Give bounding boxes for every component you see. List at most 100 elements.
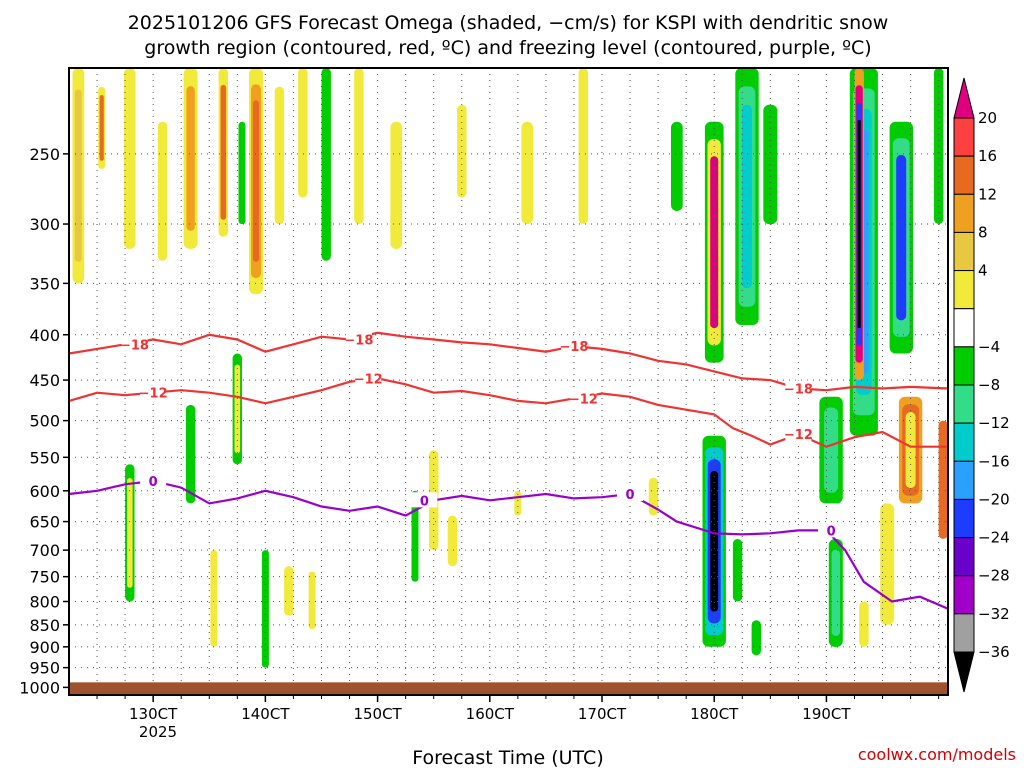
colorbar-bin-2 bbox=[953, 155, 975, 195]
omega-region-9-level-0 bbox=[298, 68, 308, 198]
colorbar-label-8: −16 bbox=[978, 452, 1010, 470]
y-tick-label-700: 700 bbox=[29, 541, 60, 560]
colorbar-bin-11 bbox=[953, 498, 975, 539]
colorbar-bin-3 bbox=[953, 193, 975, 233]
omega-region-8-level-0 bbox=[274, 86, 285, 225]
plot-background bbox=[68, 67, 949, 696]
y-tick-label-750: 750 bbox=[29, 568, 60, 587]
plot-area bbox=[68, 67, 949, 696]
omega-region-5-level-1 bbox=[220, 84, 227, 220]
x-tick-label-130CT: 130CT bbox=[129, 705, 178, 723]
freezing-level-line-label-2: 0 bbox=[626, 488, 635, 503]
minus12-line-label-bg-1 bbox=[355, 370, 382, 386]
omega-region-39-level-0 bbox=[751, 620, 761, 656]
omega-region-11-level-0 bbox=[354, 68, 364, 224]
omega-region-0-level-1 bbox=[74, 89, 82, 262]
omega-region-31-level-0 bbox=[308, 571, 316, 630]
omega-region-15-level-0 bbox=[578, 68, 588, 224]
colorbar-bottom-triangle bbox=[953, 651, 975, 693]
y-tick-label-500: 500 bbox=[29, 412, 60, 431]
omega-region-23-level-2 bbox=[905, 412, 916, 489]
ground-band-fill bbox=[69, 682, 948, 695]
minus12-line-label-2: −12 bbox=[569, 392, 598, 407]
y-tick-label-800: 800 bbox=[29, 593, 60, 612]
minus18-line-label-1: −18 bbox=[344, 334, 373, 349]
colorbar-bin-14 bbox=[953, 613, 975, 653]
omega-region-30-level-0 bbox=[284, 566, 294, 616]
colorbar-label-3: 8 bbox=[978, 223, 988, 241]
colorbar-bin-4 bbox=[953, 231, 975, 272]
freezing-level-line-label-0: 0 bbox=[149, 475, 158, 490]
colorbar-top-triangle bbox=[953, 77, 975, 119]
omega-region-42-level-0 bbox=[859, 601, 869, 647]
minus18-line-label-bg-1 bbox=[345, 331, 372, 347]
colorbar-bin-9 bbox=[953, 422, 975, 462]
colorbar-bin-10 bbox=[953, 460, 975, 500]
y-tick-label-900: 900 bbox=[29, 638, 60, 657]
minus12-line-label-bg-3 bbox=[785, 426, 812, 442]
grid-lines bbox=[69, 68, 948, 695]
omega-region-32-level-0 bbox=[411, 490, 419, 582]
omega-region-13-level-0 bbox=[457, 104, 467, 198]
minus12-line-label-1: −12 bbox=[354, 372, 383, 387]
y-tick-label-550: 550 bbox=[29, 448, 60, 467]
colorbar-bin-5 bbox=[953, 270, 975, 310]
omega-region-26-level-0 bbox=[185, 404, 196, 504]
omega-region-41-level-1 bbox=[831, 549, 840, 636]
y-axis: 250 300 350 400 450 500 550 600 650 700 750 800 850 9… bbox=[19, 145, 69, 697]
minus12-line-label-bg-2 bbox=[570, 390, 597, 406]
omega-region-6-level-0 bbox=[238, 121, 246, 225]
omega-region-3-level-0 bbox=[157, 121, 168, 261]
y-tick-label-450: 450 bbox=[29, 371, 60, 390]
x-tick-label-140CT: 140CT bbox=[241, 705, 290, 723]
omega-shading bbox=[72, 68, 948, 668]
colorbar-label-6: −8 bbox=[978, 376, 1000, 394]
omega-region-37-level-3 bbox=[710, 470, 719, 612]
omega-region-2-level-0 bbox=[123, 68, 136, 249]
colorbar-label-1: 16 bbox=[978, 147, 997, 165]
colorbar-bin-12 bbox=[953, 537, 975, 577]
omega-region-12-level-0 bbox=[390, 121, 403, 249]
freezing-level-line bbox=[68, 479, 949, 610]
omega-region-4-level-1 bbox=[186, 86, 195, 231]
y-tick-label-950: 950 bbox=[29, 659, 60, 678]
credit-text: coolwx.com/models bbox=[858, 745, 1016, 764]
x-tick-label-170CT: 170CT bbox=[578, 705, 627, 723]
freezing-level-line-label-bg-2 bbox=[617, 485, 644, 501]
omega-region-10-level-0 bbox=[321, 68, 331, 261]
colorbar-label-4: 4 bbox=[978, 262, 988, 280]
x-tick-label-180CT: 180CT bbox=[690, 705, 739, 723]
plot-border bbox=[68, 67, 949, 696]
omega-region-40-level-1 bbox=[824, 407, 839, 493]
omega-region-18-level-2 bbox=[741, 104, 752, 289]
colorbar-bin-1 bbox=[953, 117, 975, 157]
y-tick-label-250: 250 bbox=[29, 145, 60, 164]
minus18-line-label-2: −18 bbox=[559, 340, 588, 355]
omega-region-21-level-3 bbox=[857, 120, 861, 329]
y-tick-label-850: 850 bbox=[29, 616, 60, 635]
colorbar-bin-13 bbox=[953, 575, 975, 615]
omega-region-25-level-1 bbox=[127, 478, 133, 588]
colorbar-label-0: 20 bbox=[978, 109, 997, 127]
omega-region-34-level-0 bbox=[447, 515, 458, 567]
omega-region-14-level-0 bbox=[521, 121, 534, 225]
y-tick-label-400: 400 bbox=[29, 326, 60, 345]
freezing-level-line-label-bg-1 bbox=[411, 492, 438, 508]
minus18-line-label-bg-2 bbox=[560, 338, 587, 354]
temperature-contours: −18 −18 −18 −18 −12 −12 −12 −12 0 0 0 0 bbox=[68, 331, 949, 610]
colorbar-label-13: −36 bbox=[978, 643, 1010, 661]
colorbar-label-9: −20 bbox=[978, 490, 1010, 508]
colorbar-label-7: −12 bbox=[978, 414, 1010, 432]
colorbar: 20 16 12 8 4 −4 −8 −12 −16 −20 −24 −28 −32 −36 bbox=[953, 77, 1010, 693]
omega-region-16-level-0 bbox=[671, 121, 683, 211]
x-axis-title: Forecast Time (UTC) bbox=[412, 747, 603, 768]
colorbar-label-11: −28 bbox=[978, 567, 1010, 585]
colorbar-label-5: −4 bbox=[978, 338, 1000, 356]
colorbar-bin-7 bbox=[953, 346, 975, 386]
chart-title-line-2: growth region (contoured, red, ºC) and f… bbox=[144, 37, 871, 59]
minus18-line-label-bg-0 bbox=[121, 336, 148, 352]
minus18-line-label-0: −18 bbox=[120, 338, 149, 353]
x-axis: 130CT 140CT 150CT 160CT 170CT 180CT 190CT bbox=[96, 695, 940, 723]
omega-region-1-level-1 bbox=[99, 95, 104, 161]
